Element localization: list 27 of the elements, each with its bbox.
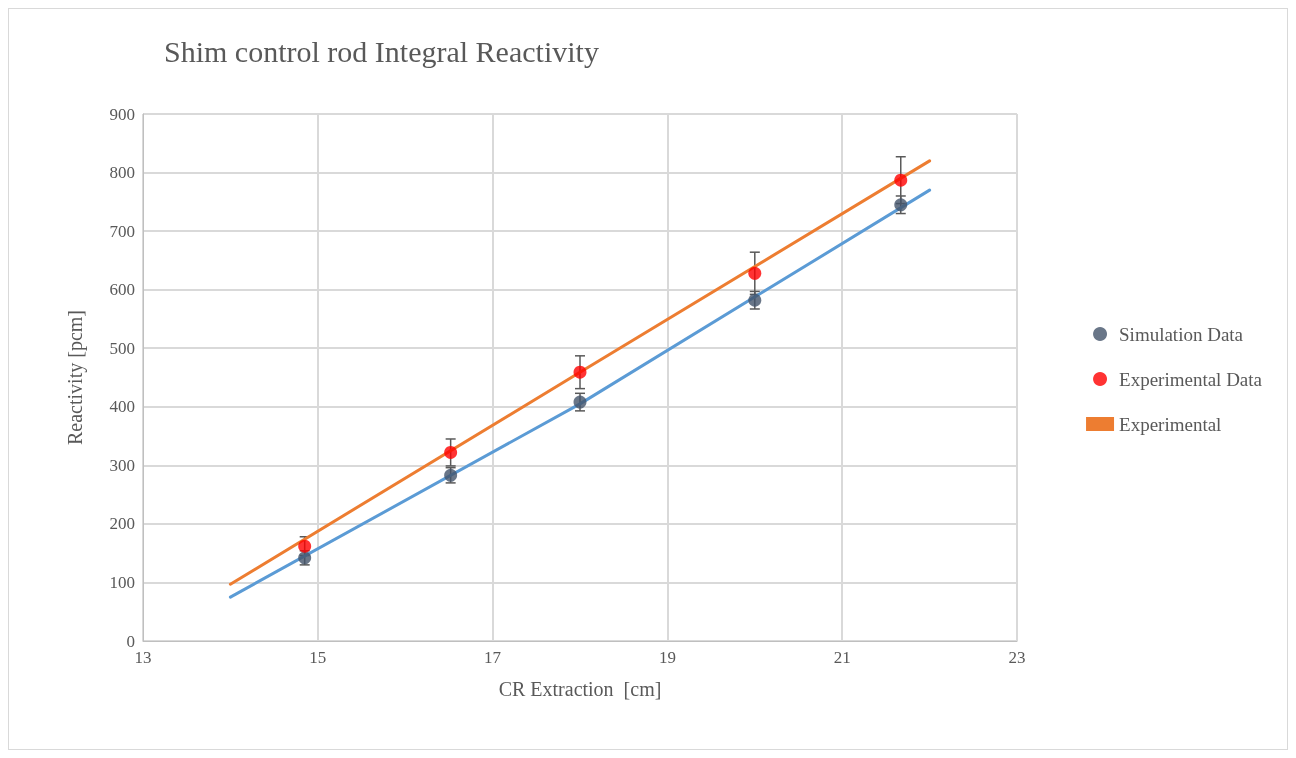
chart-title: Shim control rod Integral Reactivity — [164, 34, 599, 68]
x-tick-label: 17 — [484, 648, 502, 667]
x-tick-label: 15 — [309, 648, 327, 667]
y-axis-title: Reactivity [pcm] — [64, 310, 87, 445]
point — [298, 539, 312, 553]
legend-label: Experimental Data — [1119, 368, 1263, 390]
x-tick-label: 19 — [658, 648, 676, 667]
point — [748, 266, 762, 280]
y-tick-label: 500 — [109, 338, 135, 358]
y-tick-label: 0 — [126, 631, 135, 651]
x-axis-title: CR Extraction [cm] — [498, 678, 662, 700]
point — [573, 365, 587, 379]
point — [894, 173, 908, 187]
y-tick-label: 200 — [109, 514, 135, 534]
x-tick-label: 21 — [833, 648, 851, 667]
legend-label: Experimental — [1119, 413, 1222, 435]
y-tick-label: 700 — [109, 221, 135, 241]
legend-label: Simulation Data — [1119, 323, 1244, 345]
point — [444, 445, 458, 459]
y-tick-label: 600 — [109, 280, 135, 300]
x-tick-label: 23 — [1008, 648, 1026, 667]
y-tick-label: 800 — [109, 163, 135, 183]
y-tick-label: 300 — [109, 455, 135, 475]
x-tick-label: 13 — [134, 648, 152, 667]
y-tick-label: 100 — [109, 572, 135, 592]
y-tick-label: 400 — [109, 397, 135, 417]
y-tick-label: 900 — [109, 104, 135, 124]
